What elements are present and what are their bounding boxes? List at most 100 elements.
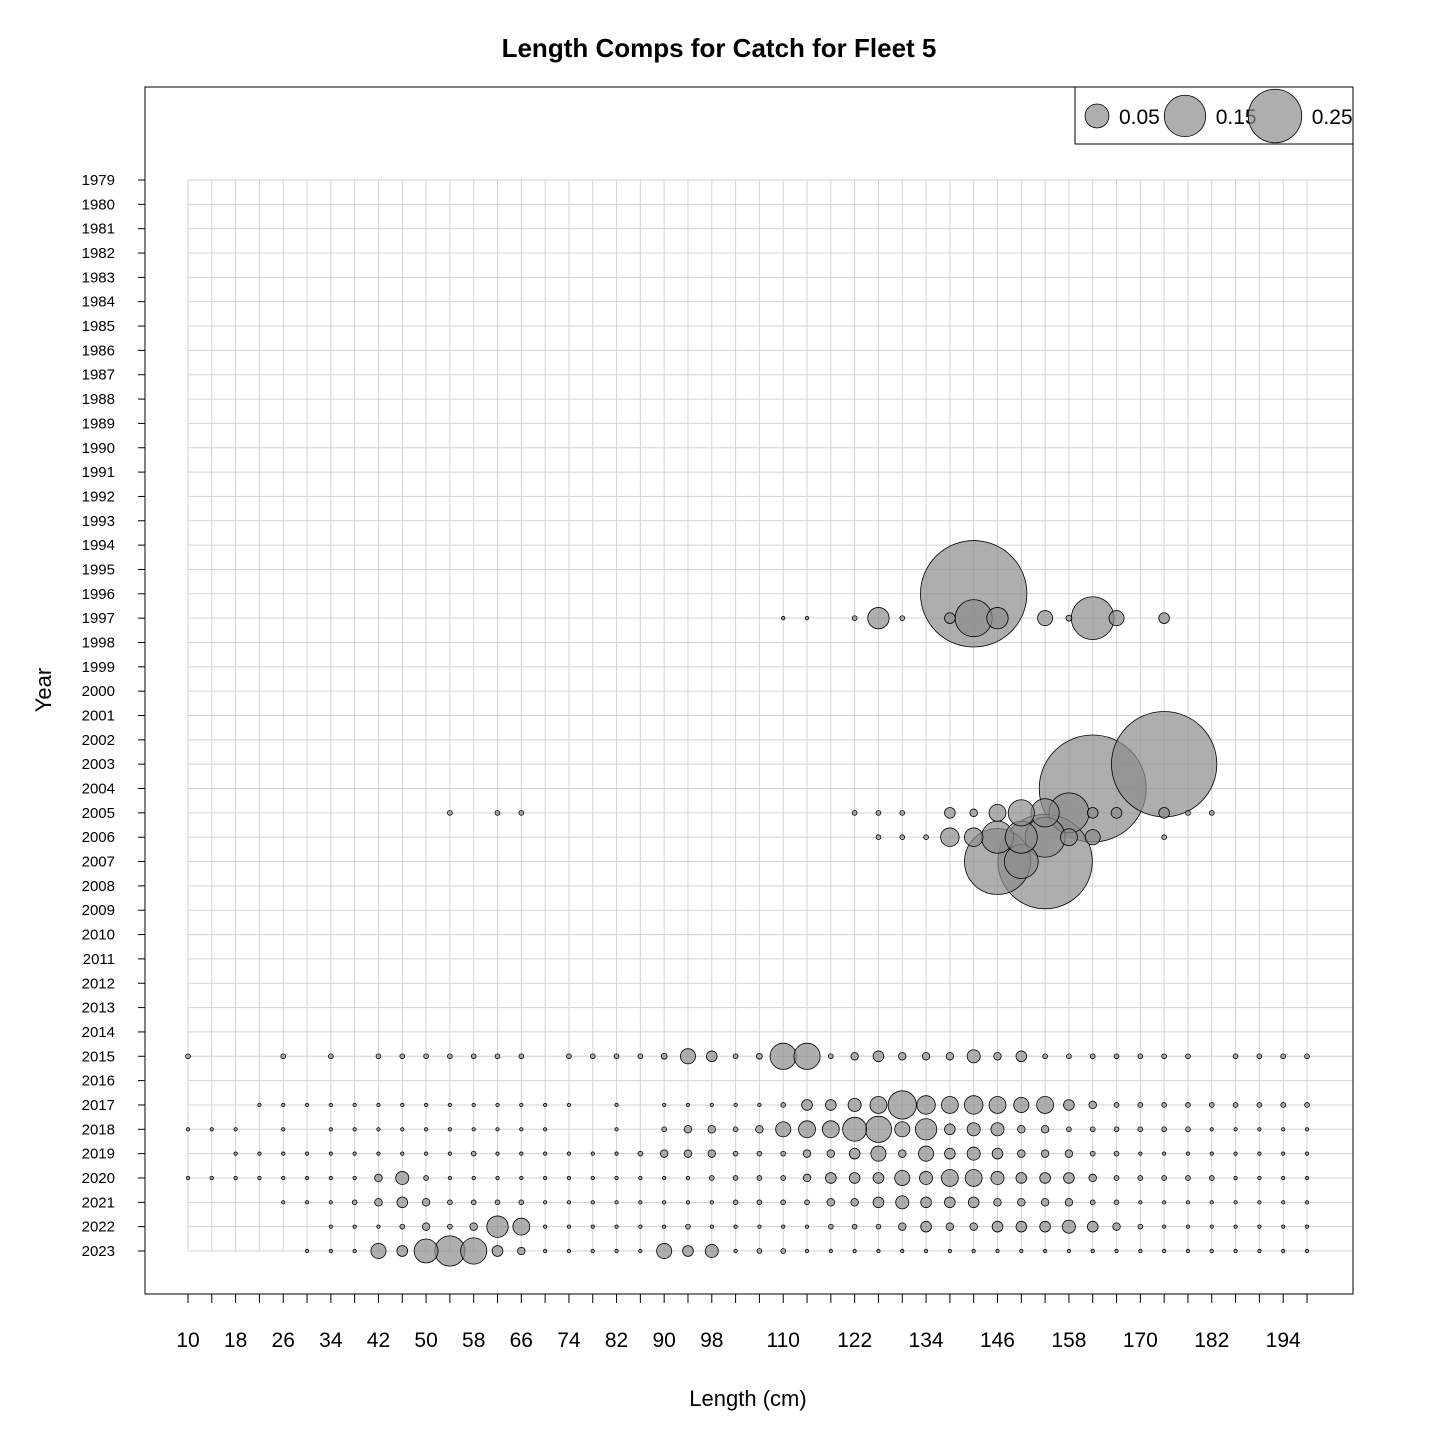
bubble-point (733, 1224, 738, 1229)
bubble-point (1257, 1175, 1262, 1181)
bubble-point (680, 1048, 696, 1065)
bubble-point (661, 1126, 667, 1133)
bubble-point (1086, 1220, 1099, 1233)
bubble-point (566, 1200, 572, 1205)
y-tick-label: 1993 (82, 513, 115, 530)
bubble-point (399, 1053, 406, 1060)
bubble-point (518, 810, 525, 816)
bubble-point (1233, 1248, 1238, 1254)
bubble-point (1064, 1149, 1074, 1158)
bubble-point (876, 1248, 881, 1254)
bubble-point (1257, 1224, 1262, 1229)
bubble-point (1040, 1198, 1050, 1207)
bubble-point (495, 1175, 500, 1181)
bubble-point (990, 1122, 1005, 1137)
bubble-point (447, 1199, 453, 1206)
bubble-point (1030, 798, 1060, 828)
bubble-point (756, 1175, 763, 1181)
bubble-point (1137, 1053, 1144, 1060)
bubble-point (352, 1151, 357, 1156)
bubble-point (1257, 1151, 1262, 1156)
bubble-point (887, 1090, 917, 1120)
x-tick-label: 90 (652, 1329, 675, 1352)
bubble-point (1209, 1151, 1214, 1156)
bubble-point (940, 827, 960, 847)
y-tick-label: 2005 (82, 805, 115, 822)
bubble-point (706, 1050, 718, 1063)
bubble-point (966, 1122, 981, 1137)
bubble-point (1280, 1053, 1286, 1060)
bubble-point (1113, 1053, 1120, 1060)
bubble-point (423, 1102, 429, 1108)
bubble-point (512, 1217, 531, 1236)
y-tick-label: 2014 (82, 1024, 115, 1041)
x-tick-label: 146 (980, 1329, 1015, 1352)
bubble-point (732, 1053, 739, 1060)
bubble-point (1185, 1175, 1191, 1181)
bubble-point (1280, 1102, 1286, 1108)
bubble-point (469, 1222, 478, 1231)
x-axis-label: Length (cm) (689, 1386, 806, 1411)
bubble-point (1113, 1126, 1120, 1133)
bubble-point (470, 1053, 477, 1060)
bubble-point (1063, 1172, 1075, 1184)
bubble-point (638, 1224, 643, 1229)
y-tick-label: 1981 (82, 221, 115, 238)
legend-symbol (1247, 88, 1303, 144)
bubble-point (872, 1196, 885, 1209)
bubble-point (775, 1121, 792, 1138)
bubble-point (637, 1150, 644, 1157)
y-tick-label: 1980 (82, 196, 115, 213)
bubble-point (988, 804, 1007, 822)
bubble-point (875, 810, 882, 816)
bubble-point (209, 1175, 214, 1181)
y-tick-label: 2016 (82, 1073, 115, 1090)
bubble-point (590, 1200, 595, 1205)
bubble-point (733, 1102, 738, 1108)
bubble-point (352, 1224, 357, 1229)
x-tick-label: 98 (700, 1329, 723, 1352)
bubble-point (1137, 1126, 1144, 1133)
bubble-point (802, 1173, 812, 1183)
bubble-point (1060, 828, 1078, 847)
bubble-point (421, 1198, 431, 1207)
bubble-point (614, 1224, 619, 1229)
bubble-point (825, 1172, 837, 1184)
bubble-point (566, 1053, 572, 1060)
bubble-point (756, 1248, 763, 1254)
bubble-point (1185, 1102, 1191, 1108)
bubble-point (1233, 1200, 1238, 1205)
bubble-point (1161, 1126, 1167, 1133)
bubble-point (941, 1096, 959, 1114)
bubble-point (923, 1248, 929, 1254)
bubble-point (374, 1198, 383, 1207)
y-tick-label: 1983 (82, 269, 115, 286)
bubble-point (802, 1149, 812, 1158)
bubble-point (804, 616, 810, 621)
bubble-point (1070, 596, 1115, 640)
bubble-point (281, 1151, 286, 1156)
bubble-point (966, 1146, 981, 1161)
bubble-point (780, 1102, 787, 1108)
bubble-point (543, 1127, 548, 1132)
bubble-point (704, 1244, 719, 1258)
bubble-point (494, 1053, 501, 1060)
bubble-point (894, 1121, 911, 1138)
bubble-point (660, 1052, 668, 1060)
bubble-point (281, 1127, 286, 1132)
bubble-point (328, 1175, 333, 1181)
bubble-point (804, 1248, 810, 1254)
bubble-point (921, 1052, 931, 1061)
bubble-point (1208, 810, 1215, 816)
bubble-point (941, 1169, 959, 1187)
bubble-point (682, 1245, 694, 1257)
bubble-layer (185, 540, 1310, 1267)
bubble-point (1114, 1248, 1119, 1254)
y-tick-label: 1989 (82, 415, 115, 432)
bubble-point (1108, 610, 1125, 627)
bubble-point (916, 1095, 936, 1115)
bubble-point (804, 1224, 810, 1229)
y-tick-label: 2023 (82, 1243, 115, 1260)
bubble-point (851, 1223, 858, 1230)
bubble-point (543, 1200, 548, 1205)
